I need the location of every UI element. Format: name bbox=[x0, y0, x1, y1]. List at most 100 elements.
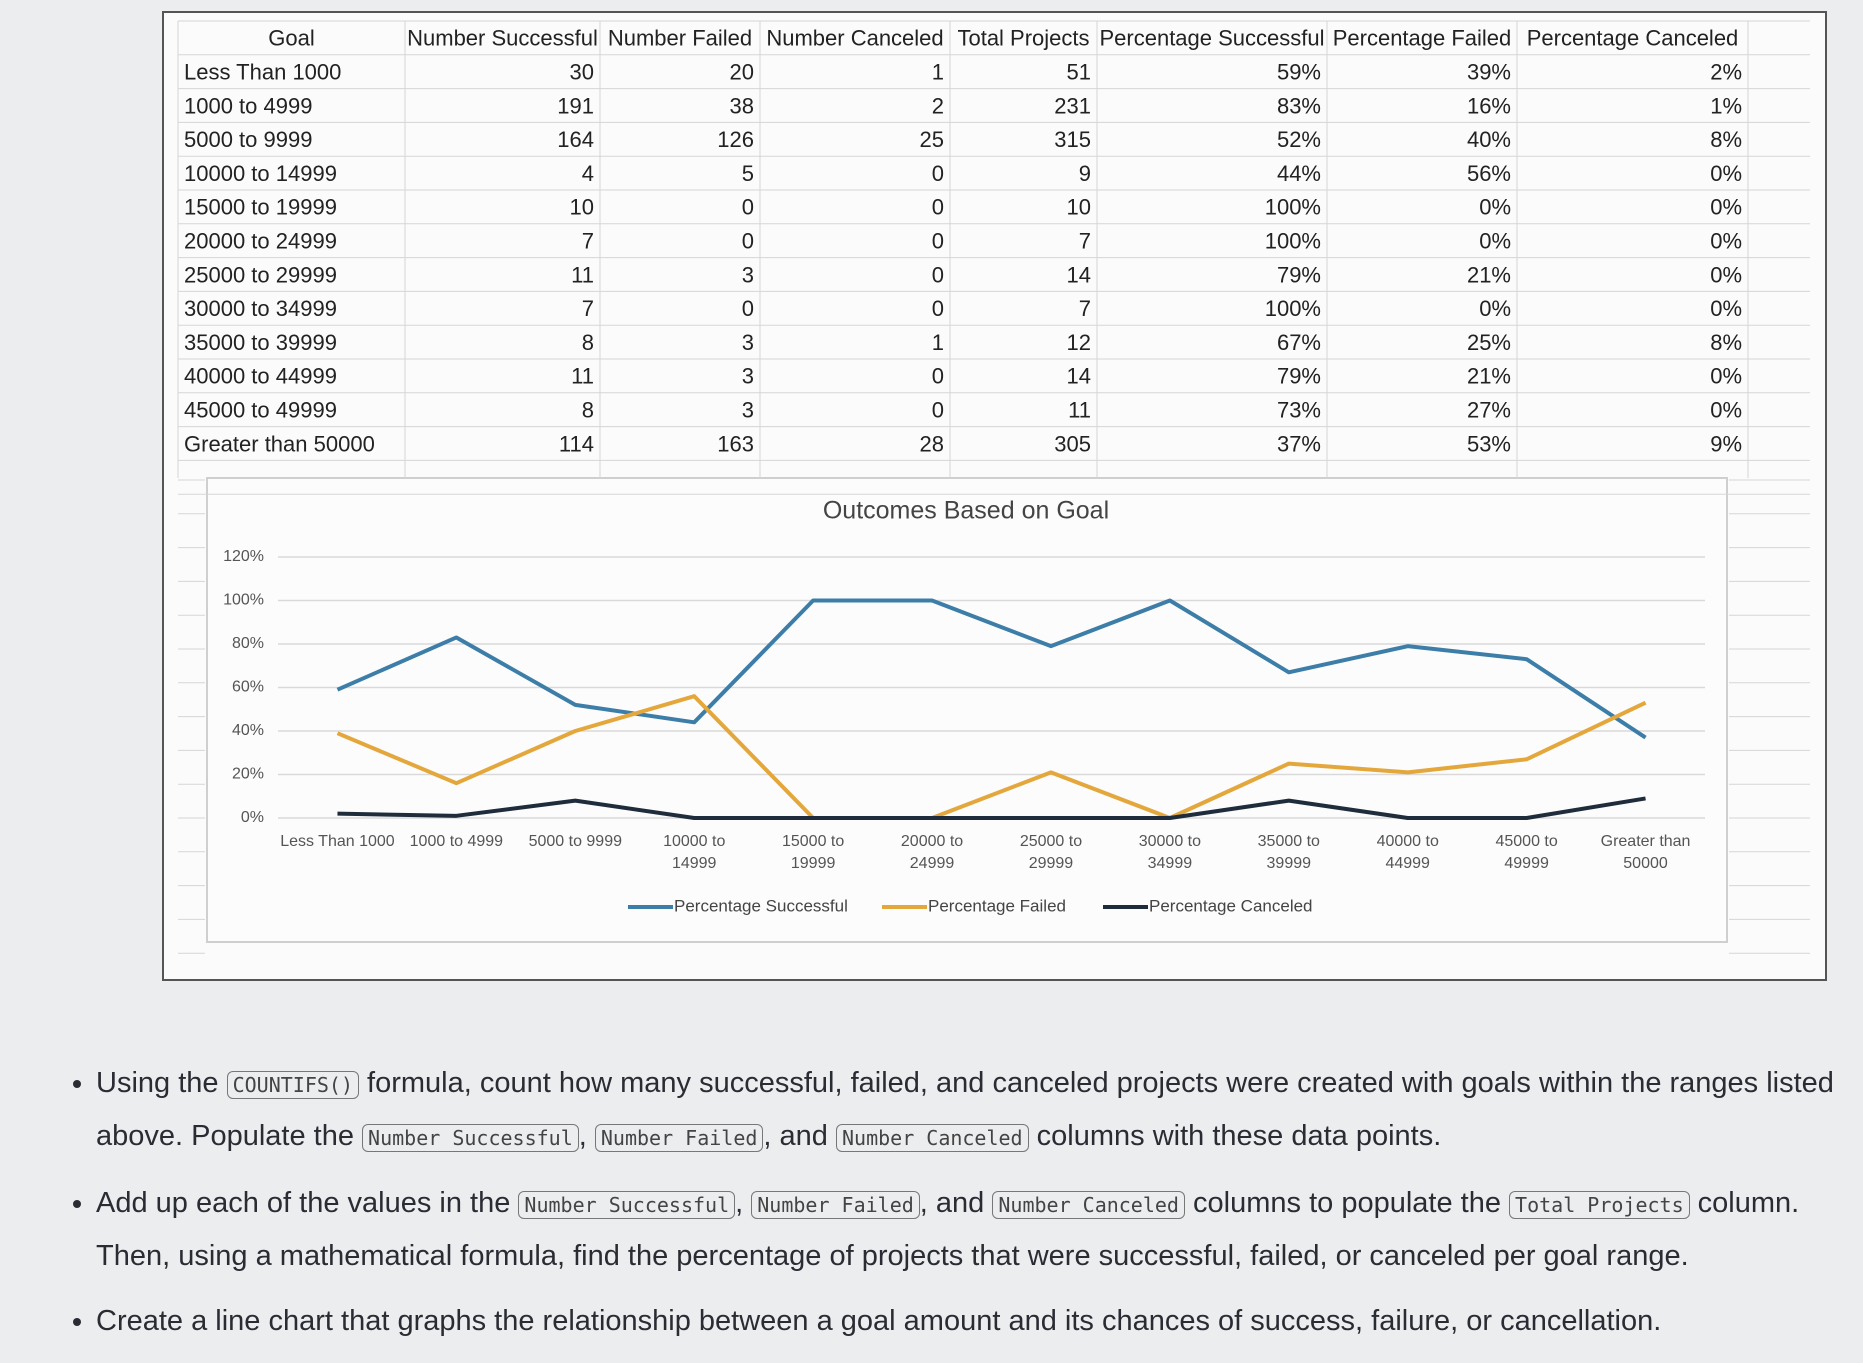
x-tick-label: Less Than 1000 bbox=[280, 833, 395, 850]
cell-value: 10 bbox=[1067, 195, 1091, 220]
x-tick-label: 5000 to 9999 bbox=[529, 833, 623, 850]
x-tick-label-line: 39999 bbox=[1267, 855, 1312, 872]
cell-value: 305 bbox=[1054, 431, 1091, 456]
cell-value: 11 bbox=[571, 364, 594, 389]
cell-value: 2% bbox=[1710, 60, 1742, 85]
cell-value: 30 bbox=[570, 60, 594, 85]
cell-value: 40% bbox=[1467, 127, 1511, 152]
code-chip: Number Canceled bbox=[835, 1124, 1029, 1152]
x-tick-label-line: 35000 to bbox=[1258, 833, 1320, 850]
cell-value: 27% bbox=[1467, 398, 1511, 423]
column-header: Number Canceled bbox=[766, 26, 943, 51]
row-label: 1000 to 4999 bbox=[184, 93, 312, 118]
column-header: Goal bbox=[268, 26, 314, 51]
column-header: Total Projects bbox=[957, 26, 1089, 51]
cell-value: 53% bbox=[1467, 431, 1511, 456]
cell-value: 7 bbox=[1079, 296, 1091, 321]
code-chip: Number Successful bbox=[362, 1124, 579, 1152]
cell-value: 164 bbox=[557, 127, 594, 152]
x-tick-label: 25000 to 29999 bbox=[1020, 833, 1082, 872]
x-tick-label-line: 49999 bbox=[1504, 855, 1549, 872]
cell-value: 0% bbox=[1710, 296, 1742, 321]
instruction-text: , bbox=[578, 1120, 595, 1152]
x-tick-label: 1000 to 4999 bbox=[410, 833, 504, 850]
code-chip: Number Failed bbox=[751, 1191, 920, 1219]
instruction-text: columns to populate the bbox=[1184, 1187, 1510, 1219]
cell-value: 11 bbox=[571, 262, 594, 287]
x-tick-label: Greater than 50000 bbox=[1601, 833, 1691, 872]
x-tick-label: 45000 to 49999 bbox=[1495, 833, 1557, 872]
x-tick-label-line: 19999 bbox=[791, 855, 836, 872]
cell-value: 1 bbox=[932, 330, 944, 355]
cell-value: 3 bbox=[742, 364, 754, 389]
cell-value: 8 bbox=[582, 330, 594, 355]
cell-value: 100% bbox=[1265, 195, 1321, 220]
cell-value: 20 bbox=[730, 60, 754, 85]
y-tick-label: 20% bbox=[232, 766, 264, 783]
cell-value: 0 bbox=[932, 195, 944, 220]
cell-value: 100% bbox=[1265, 296, 1321, 321]
cell-value: 52% bbox=[1277, 127, 1321, 152]
x-tick-label-line: 34999 bbox=[1148, 855, 1193, 872]
cell-value: 16% bbox=[1467, 93, 1511, 118]
cell-value: 0% bbox=[1710, 364, 1742, 389]
row-label: 45000 to 49999 bbox=[184, 398, 337, 423]
cell-value: 0% bbox=[1710, 229, 1742, 254]
cell-value: 39% bbox=[1467, 60, 1511, 85]
column-header: Percentage Failed bbox=[1333, 26, 1512, 51]
cell-value: 59% bbox=[1277, 60, 1321, 85]
instruction: Using the COUNTIFS() formula, count how … bbox=[96, 1058, 1863, 1164]
cell-value: 0 bbox=[932, 229, 944, 254]
cell-value: 3 bbox=[742, 330, 754, 355]
code-chip: Total Projects bbox=[1509, 1191, 1690, 1219]
cell-value: 12 bbox=[1067, 330, 1091, 355]
row-label: Less Than 1000 bbox=[184, 60, 341, 85]
cell-value: 4 bbox=[582, 161, 594, 186]
cell-value: 37% bbox=[1277, 431, 1321, 456]
cell-value: 28 bbox=[920, 431, 944, 456]
row-label: 10000 to 14999 bbox=[184, 161, 337, 186]
cell-value: 21% bbox=[1467, 262, 1511, 287]
cell-value: 83% bbox=[1277, 93, 1321, 118]
y-tick-label: 40% bbox=[232, 722, 264, 739]
code-chip: COUNTIFS() bbox=[226, 1071, 359, 1099]
row-label: 30000 to 34999 bbox=[184, 296, 337, 321]
cell-value: 7 bbox=[1079, 229, 1091, 254]
instruction-text: formula, count how many successful, fail… bbox=[96, 1067, 1834, 1152]
instruction-text: Create a line chart that graphs the rela… bbox=[96, 1305, 1662, 1337]
cell-value: 38 bbox=[730, 93, 754, 118]
column-header: Number Failed bbox=[608, 26, 752, 51]
cell-value: 79% bbox=[1277, 262, 1321, 287]
instruction-text: Using the bbox=[96, 1067, 227, 1099]
instruction: Create a line chart that graphs the rela… bbox=[96, 1296, 1863, 1347]
code-chip: Number Canceled bbox=[992, 1191, 1185, 1219]
x-tick-label-line: 44999 bbox=[1385, 855, 1430, 872]
cell-value: 67% bbox=[1277, 330, 1321, 355]
cell-value: 0 bbox=[742, 195, 754, 220]
column-header: Percentage Successful bbox=[1099, 26, 1324, 51]
instruction-text: column. Then, using a mathematical formu… bbox=[96, 1187, 1800, 1272]
x-tick-label-line: Greater than bbox=[1601, 833, 1691, 850]
row-label: 40000 to 44999 bbox=[184, 364, 337, 389]
legend-label: Percentage Successful bbox=[674, 896, 848, 915]
x-tick-label: 35000 to 39999 bbox=[1258, 833, 1320, 872]
chart-title: Outcomes Based on Goal bbox=[823, 497, 1109, 525]
cell-value: 11 bbox=[1068, 398, 1091, 423]
legend-label: Percentage Failed bbox=[928, 896, 1066, 915]
cell-value: 14 bbox=[1067, 364, 1091, 389]
series-line bbox=[336, 694, 1647, 820]
cell-value: 9% bbox=[1710, 431, 1742, 456]
cell-value: 0% bbox=[1710, 398, 1742, 423]
cell-value: 0 bbox=[932, 398, 944, 423]
cell-value: 0 bbox=[932, 296, 944, 321]
cell-value: 56% bbox=[1467, 161, 1511, 186]
row-label: 5000 to 9999 bbox=[184, 127, 312, 152]
cell-value: 163 bbox=[717, 431, 754, 456]
y-tick-label: 80% bbox=[232, 635, 264, 652]
cell-value: 0 bbox=[932, 161, 944, 186]
column-header: Percentage Canceled bbox=[1527, 26, 1739, 51]
x-tick-label: 40000 to 44999 bbox=[1377, 833, 1439, 872]
instructions: Using the COUNTIFS() formula, count how … bbox=[60, 1058, 1863, 1361]
x-tick-label-line: 45000 to bbox=[1495, 833, 1557, 850]
